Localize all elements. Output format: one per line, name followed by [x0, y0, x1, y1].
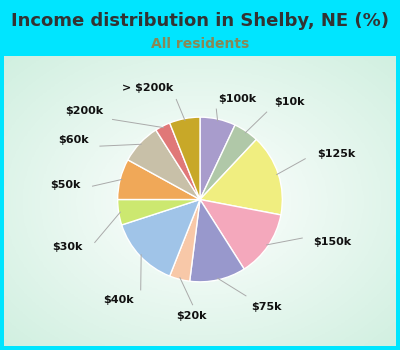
Text: $125k: $125k [317, 149, 355, 159]
Wedge shape [200, 117, 235, 199]
Text: Income distribution in Shelby, NE (%): Income distribution in Shelby, NE (%) [11, 12, 389, 30]
Wedge shape [200, 199, 281, 269]
Wedge shape [200, 139, 282, 215]
Wedge shape [156, 123, 200, 200]
Wedge shape [170, 117, 200, 199]
Text: $20k: $20k [176, 312, 207, 321]
Text: $30k: $30k [53, 242, 83, 252]
Wedge shape [122, 199, 200, 276]
Text: > $200k: > $200k [122, 83, 174, 93]
Wedge shape [190, 199, 244, 282]
Wedge shape [118, 199, 200, 225]
Wedge shape [170, 199, 200, 281]
Text: $40k: $40k [104, 295, 134, 305]
Text: $60k: $60k [58, 135, 89, 145]
Wedge shape [128, 130, 200, 199]
Text: $10k: $10k [274, 97, 305, 107]
Text: $100k: $100k [218, 94, 256, 104]
Text: $75k: $75k [251, 302, 282, 312]
Text: $150k: $150k [314, 237, 352, 247]
Wedge shape [118, 160, 200, 200]
Text: $50k: $50k [50, 180, 80, 190]
Text: $200k: $200k [65, 106, 103, 116]
Wedge shape [200, 125, 256, 199]
Text: All residents: All residents [151, 37, 249, 51]
